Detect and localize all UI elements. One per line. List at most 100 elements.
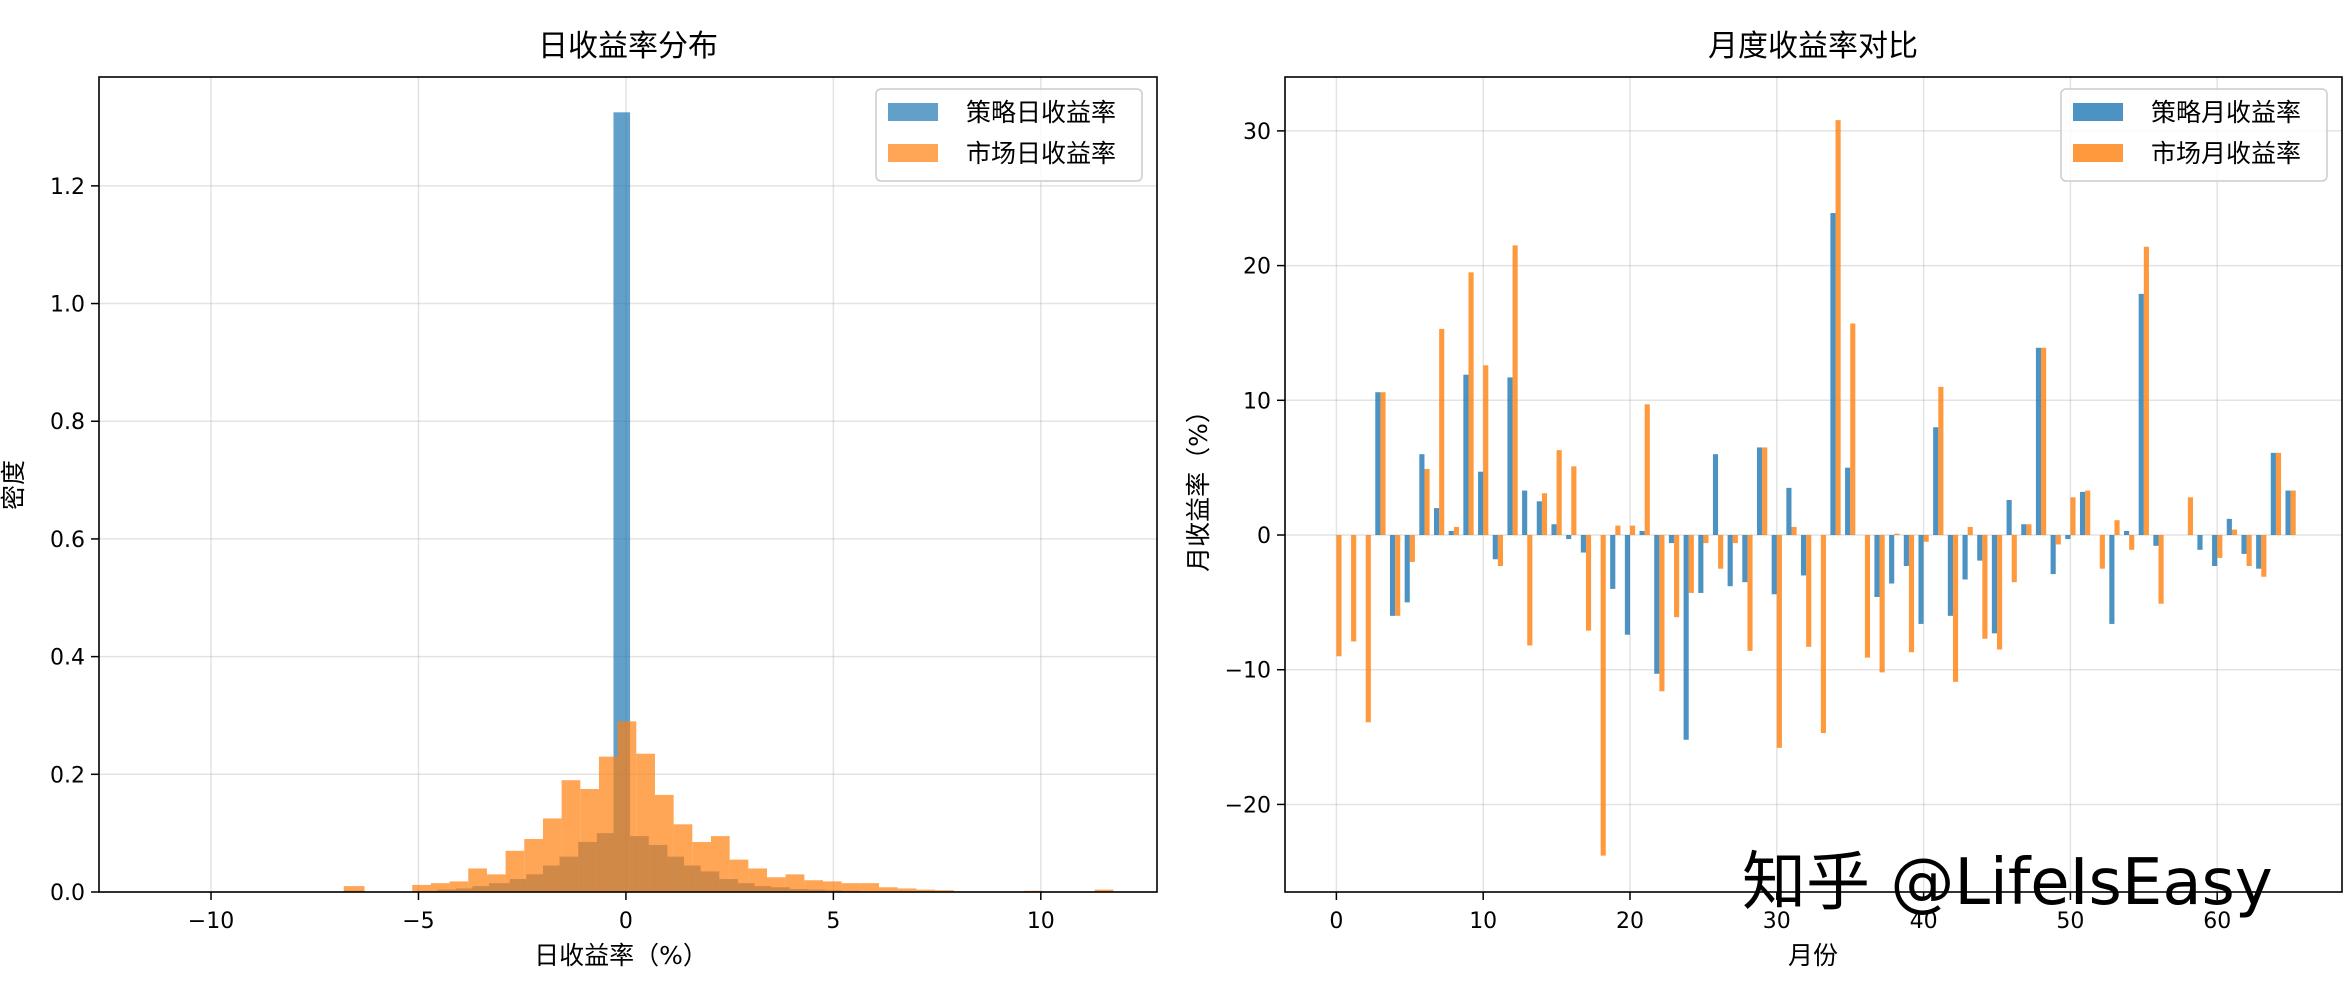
strategy-month-bar: [2109, 535, 2115, 624]
y-tick-label: 0.8: [50, 410, 85, 435]
strategy-month-bar: [1522, 490, 1528, 536]
market-month-bar: [1365, 535, 1371, 723]
market-month-bar: [1806, 535, 1812, 647]
market-hist-bar: [1094, 889, 1114, 892]
legend-label-market-monthly: 市场月收益率: [2151, 139, 2301, 168]
market-hist-bar: [935, 890, 954, 892]
market-month-bar: [1439, 328, 1445, 536]
strategy-month-bar: [1566, 535, 1572, 540]
strategy-month-bar: [2153, 535, 2159, 546]
market-month-bar: [1923, 535, 1929, 542]
market-month-bar: [1556, 450, 1562, 536]
strategy-month-bar: [1375, 392, 1381, 536]
monthly-grid: [1285, 77, 2342, 892]
monthly-x-ticks: 0 10 20 30 40 50 60: [1329, 892, 2231, 934]
market-month-bar: [1850, 323, 1856, 536]
market-hist-bar: [841, 883, 861, 892]
market-hist-bar: [673, 824, 693, 892]
market-hist-bar: [524, 839, 543, 892]
market-month-bar: [1688, 535, 1694, 593]
strategy-hist-bar: [613, 112, 631, 892]
histogram-y-label: 密度: [0, 460, 28, 510]
market-month-bar: [1527, 535, 1533, 646]
strategy-month-bar: [1801, 535, 1807, 576]
strategy-month-bar: [2256, 535, 2262, 569]
y-tick-label: 0.0: [50, 881, 85, 906]
market-month-bar: [1424, 469, 1430, 536]
legend-label-market-daily: 市场日收益率: [966, 139, 1116, 168]
market-month-bar: [2011, 535, 2017, 583]
strategy-month-bar: [1962, 535, 1968, 580]
x-tick-label: 5: [826, 909, 840, 934]
strategy-month-bar: [2065, 535, 2071, 540]
strategy-month-bar: [1507, 377, 1513, 536]
monthly-panel: 月度收益率对比 0 10 20 30 40 50 60 −20 −10 0 10 20 30 月份 月…: [1184, 29, 2343, 970]
strategy-month-bar: [1492, 535, 1498, 560]
market-month-bar: [1747, 535, 1753, 651]
market-month-bar: [2143, 246, 2149, 536]
strategy-month-bar: [2197, 535, 2203, 550]
x-tick-label: 30: [1763, 909, 1791, 934]
market-month-bar: [2290, 490, 2296, 536]
market-hist-bar: [692, 841, 711, 892]
market-month-bar: [2158, 535, 2164, 604]
strategy-month-bar: [2270, 452, 2276, 536]
strategy-month-bar: [1654, 535, 1660, 674]
market-month-bar: [2231, 529, 2238, 536]
histogram-legend-box: [875, 88, 1143, 182]
x-tick-label: 10: [1027, 909, 1055, 934]
market-month-bar: [2055, 535, 2061, 545]
strategy-month-bar: [1419, 454, 1425, 536]
strategy-month-bar: [2050, 535, 2056, 575]
market-month-bar: [1776, 535, 1782, 748]
legend-label-strategy-monthly: 策略月收益率: [2151, 98, 2301, 127]
strategy-month-bar: [2079, 491, 2086, 536]
y-tick-label: 0.2: [50, 763, 85, 788]
x-tick-label: 0: [1329, 909, 1343, 934]
market-month-bar: [2099, 535, 2105, 569]
market-month-bar: [1997, 535, 2003, 650]
strategy-month-bar: [1668, 535, 1675, 544]
strategy-month-bar: [2226, 518, 2232, 536]
market-month-bar: [1336, 535, 1342, 657]
market-month-bar: [1395, 535, 1401, 616]
strategy-month-bar: [1463, 374, 1469, 536]
monthly-y-label: 月收益率（%）: [1184, 398, 1213, 572]
strategy-month-bar: [1434, 508, 1440, 536]
legend-swatch-strategy-daily: [888, 103, 938, 121]
market-month-bar: [2261, 535, 2267, 577]
histogram-y-ticks: 0.0 0.2 0.4 0.6 0.8 1.0 1.2: [50, 175, 99, 906]
market-month-bar: [1894, 533, 1900, 536]
strategy-month-bar: [1977, 535, 1983, 561]
market-month-bar: [1820, 535, 1826, 734]
monthly-legend-box: [2060, 88, 2328, 182]
strategy-month-bar: [1683, 535, 1689, 740]
market-hist-bar: [729, 859, 749, 892]
market-month-bar: [1585, 535, 1592, 631]
market-hist-bar: [542, 818, 562, 892]
market-hist-bar: [710, 836, 730, 892]
market-month-bar: [2129, 535, 2135, 550]
market-hist-bar: [486, 874, 506, 892]
strategy-month-bar: [1536, 501, 1542, 536]
strategy-month-bar: [1580, 535, 1586, 553]
x-tick-label: 40: [1910, 909, 1938, 934]
strategy-month-bar: [1712, 454, 1719, 536]
x-tick-label: 0: [619, 909, 633, 934]
market-month-bar: [1732, 535, 1738, 544]
strategy-month-bar: [1845, 467, 1851, 536]
market-hist-bar: [785, 874, 805, 892]
x-tick-label: −5: [402, 909, 434, 934]
monthly-legend: 策略月收益率 市场月收益率: [2060, 88, 2328, 182]
monthly-x-label: 月份: [1788, 941, 1838, 970]
market-month-bar: [1967, 526, 1973, 536]
market-hist-bar: [860, 883, 880, 892]
strategy-month-bar: [1756, 447, 1763, 536]
strategy-month-bar: [1610, 535, 1616, 589]
x-tick-label: 50: [2056, 909, 2084, 934]
y-tick-label: −10: [1225, 659, 1271, 684]
market-month-bar: [1600, 535, 1606, 856]
y-tick-label: 30: [1243, 120, 1271, 145]
market-month-bar: [1497, 535, 1504, 566]
legend-swatch-market-daily: [888, 144, 938, 162]
